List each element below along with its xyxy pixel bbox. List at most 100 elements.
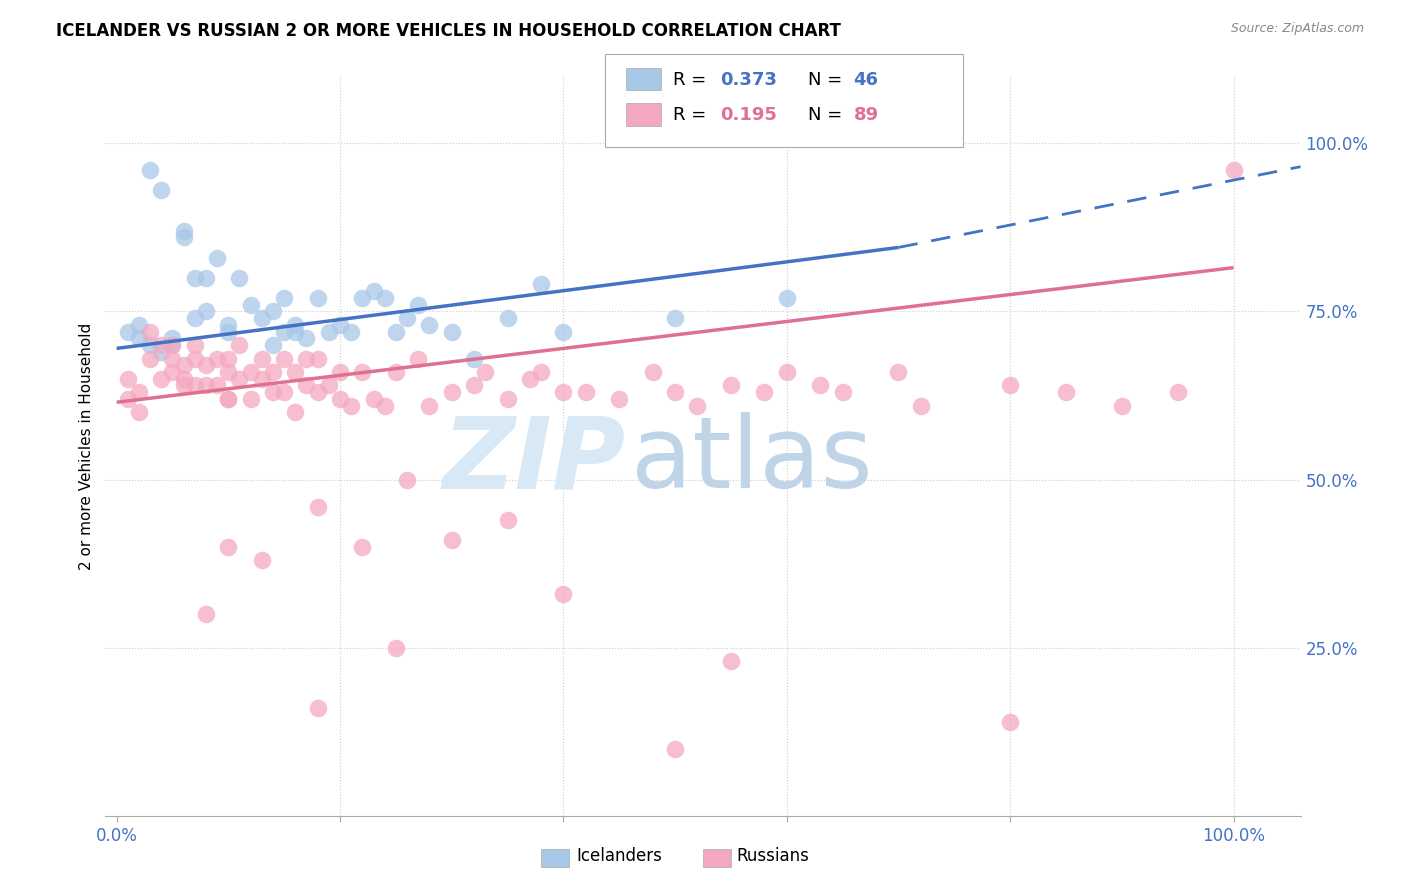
- Point: [519, 372, 541, 386]
- Point: [686, 399, 709, 413]
- Point: [284, 365, 307, 379]
- Point: [284, 325, 307, 339]
- Point: [395, 473, 418, 487]
- Text: N =: N =: [808, 70, 848, 88]
- Point: [1054, 385, 1077, 400]
- Point: [128, 318, 150, 332]
- Point: [128, 331, 150, 345]
- Point: [117, 392, 139, 406]
- Point: [418, 399, 440, 413]
- Point: [139, 351, 162, 366]
- Point: [406, 351, 429, 366]
- Point: [150, 372, 173, 386]
- Point: [318, 378, 340, 392]
- Text: ZIP: ZIP: [443, 412, 626, 509]
- Point: [250, 553, 273, 567]
- Point: [295, 378, 318, 392]
- Point: [374, 291, 396, 305]
- Point: [329, 392, 352, 406]
- Point: [831, 385, 853, 400]
- Point: [664, 742, 686, 756]
- Point: [250, 372, 273, 386]
- Text: 0.373: 0.373: [720, 70, 776, 88]
- Point: [307, 701, 329, 715]
- Point: [273, 291, 295, 305]
- Point: [776, 365, 799, 379]
- Point: [217, 392, 239, 406]
- Point: [1111, 399, 1133, 413]
- Point: [184, 270, 207, 285]
- Point: [998, 714, 1021, 729]
- Point: [998, 378, 1021, 392]
- Point: [553, 587, 575, 601]
- Point: [217, 351, 239, 366]
- Point: [363, 284, 385, 298]
- Point: [307, 500, 329, 514]
- Point: [239, 365, 262, 379]
- Point: [184, 378, 207, 392]
- Point: [474, 365, 496, 379]
- Point: [352, 540, 374, 554]
- Point: [273, 325, 295, 339]
- Point: [440, 533, 463, 548]
- Point: [150, 338, 173, 352]
- Point: [217, 318, 239, 332]
- Point: [205, 251, 228, 265]
- Point: [239, 298, 262, 312]
- Point: [173, 230, 195, 244]
- Point: [128, 385, 150, 400]
- Text: 0.195: 0.195: [720, 106, 776, 124]
- Point: [440, 325, 463, 339]
- Point: [205, 351, 228, 366]
- Point: [607, 392, 630, 406]
- Point: [1222, 163, 1244, 178]
- Point: [395, 311, 418, 326]
- Point: [139, 163, 162, 178]
- Point: [284, 405, 307, 419]
- Point: [496, 392, 519, 406]
- Point: [440, 385, 463, 400]
- Point: [329, 318, 352, 332]
- Point: [374, 399, 396, 413]
- Point: [284, 318, 307, 332]
- Text: 46: 46: [853, 70, 879, 88]
- Point: [173, 224, 195, 238]
- Point: [217, 365, 239, 379]
- Point: [664, 385, 686, 400]
- Point: [205, 378, 228, 392]
- Point: [340, 325, 363, 339]
- Point: [295, 351, 318, 366]
- Point: [162, 331, 184, 345]
- Point: [173, 372, 195, 386]
- Point: [162, 351, 184, 366]
- Point: [117, 325, 139, 339]
- Point: [352, 291, 374, 305]
- Point: [352, 365, 374, 379]
- Point: [808, 378, 831, 392]
- Text: ICELANDER VS RUSSIAN 2 OR MORE VEHICLES IN HOUSEHOLD CORRELATION CHART: ICELANDER VS RUSSIAN 2 OR MORE VEHICLES …: [56, 22, 841, 40]
- Point: [139, 338, 162, 352]
- Point: [228, 372, 250, 386]
- Point: [553, 385, 575, 400]
- Point: [754, 385, 776, 400]
- Point: [496, 513, 519, 527]
- Point: [250, 351, 273, 366]
- Point: [194, 607, 217, 622]
- Y-axis label: 2 or more Vehicles in Household: 2 or more Vehicles in Household: [79, 322, 94, 570]
- Point: [295, 331, 318, 345]
- Text: Source: ZipAtlas.com: Source: ZipAtlas.com: [1230, 22, 1364, 36]
- Point: [217, 540, 239, 554]
- Point: [162, 338, 184, 352]
- Point: [496, 311, 519, 326]
- Point: [406, 298, 429, 312]
- Point: [262, 385, 284, 400]
- Point: [910, 399, 932, 413]
- Point: [217, 392, 239, 406]
- Point: [664, 311, 686, 326]
- Point: [184, 351, 207, 366]
- Point: [184, 311, 207, 326]
- Point: [340, 399, 363, 413]
- Point: [463, 351, 485, 366]
- Text: 89: 89: [853, 106, 879, 124]
- Point: [776, 291, 799, 305]
